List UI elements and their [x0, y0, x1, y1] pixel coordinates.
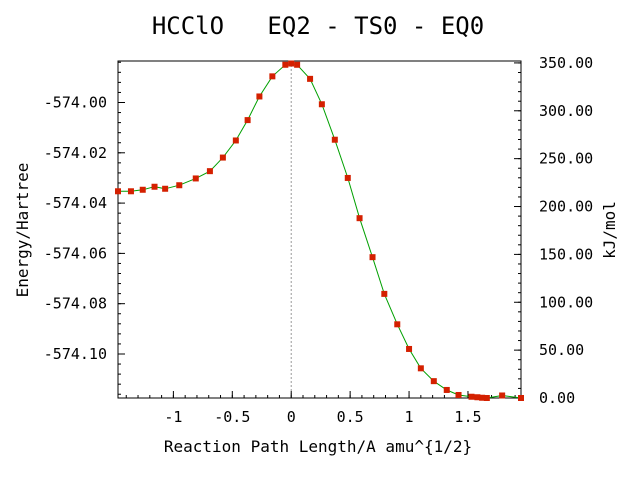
- x-tick-label: -1: [164, 408, 182, 426]
- y2-tick-label: 350.00: [539, 54, 593, 72]
- y-tick-label: -574.10: [44, 345, 107, 363]
- x-tick-label: 0: [287, 408, 296, 426]
- data-point: [206, 168, 213, 175]
- data-point: [307, 75, 314, 82]
- data-point: [417, 365, 424, 372]
- data-point: [479, 394, 486, 401]
- data-point: [518, 395, 524, 401]
- data-point: [294, 61, 301, 68]
- data-point: [162, 185, 169, 192]
- data-point: [430, 378, 437, 385]
- x-tick-label: 1.5: [454, 408, 481, 426]
- data-point: [192, 175, 199, 182]
- x-tick-label: 0.5: [337, 408, 364, 426]
- data-point: [381, 290, 388, 297]
- data-point: [474, 394, 481, 401]
- data-point: [331, 136, 338, 143]
- data-point: [176, 182, 183, 189]
- x-tick-label: -0.5: [214, 408, 250, 426]
- y-axis-title: Energy/Hartree: [13, 163, 32, 298]
- y2-tick-label: 50.00: [539, 341, 584, 359]
- data-point: [318, 101, 325, 108]
- y-tick-label: -574.04: [44, 194, 107, 212]
- data-point: [139, 186, 146, 193]
- y2-tick-label: 300.00: [539, 102, 593, 120]
- data-point: [244, 117, 251, 124]
- plot-area: -1 -0.5 0 0.5 1 1.5 -574.10 -574.08 -574.06 -574.…: [44, 54, 593, 426]
- data-point: [369, 254, 376, 261]
- energy-curve-line: [118, 62, 522, 399]
- data-point: [256, 93, 263, 100]
- plot-frame: [117, 60, 522, 399]
- x-tick-label: 1: [405, 408, 414, 426]
- data-point: [269, 73, 276, 80]
- data-point: [483, 395, 490, 401]
- data-point: [468, 393, 475, 400]
- data-point: [151, 183, 158, 190]
- y2-tick-label: 100.00: [539, 293, 593, 311]
- y2-axis-title: kJ/mol: [600, 201, 619, 259]
- data-point: [219, 154, 226, 161]
- y-tick-label: -574.06: [44, 244, 107, 262]
- data-point: [232, 137, 239, 144]
- y2-tick-label: 250.00: [539, 150, 593, 168]
- y2-tick-label: 200.00: [539, 198, 593, 216]
- data-point: [455, 391, 462, 398]
- data-point: [356, 215, 363, 222]
- data-point: [282, 61, 289, 68]
- chart-title: HCClO EQ2 - TS0 - EQ0: [152, 12, 484, 40]
- y-tick-label: -574.08: [44, 295, 107, 313]
- y2-tick-label: 150.00: [539, 245, 593, 263]
- x-axis-title: Reaction Path Length/A amu^{1/2}: [164, 437, 472, 456]
- y-tick-label: -574.00: [44, 93, 107, 111]
- data-point: [344, 174, 351, 181]
- data-point: [127, 188, 134, 195]
- data-point: [115, 188, 121, 195]
- data-point: [406, 345, 413, 352]
- data-point: [499, 392, 506, 399]
- y-tick-label: -574.02: [44, 144, 107, 162]
- data-point: [443, 386, 450, 393]
- data-point: [288, 60, 295, 67]
- y2-tick-label: 0.00: [539, 389, 575, 407]
- data-point: [394, 321, 401, 328]
